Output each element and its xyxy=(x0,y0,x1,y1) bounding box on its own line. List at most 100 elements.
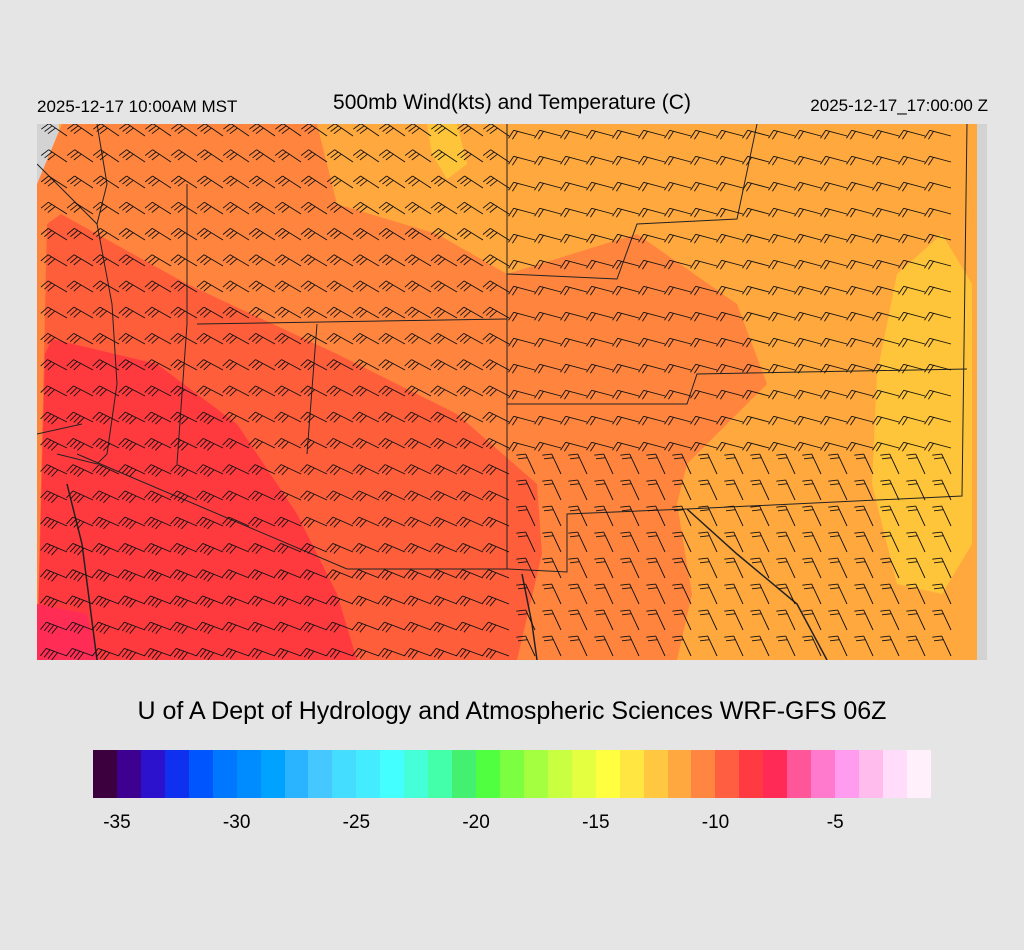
wind-barb xyxy=(872,155,900,166)
wind-barb xyxy=(560,389,588,400)
wind-barb xyxy=(196,516,224,530)
wind-barb xyxy=(248,254,276,267)
wind-barb xyxy=(620,453,640,475)
wind-barb xyxy=(352,542,380,554)
wind-barb xyxy=(534,285,562,296)
wind-barb xyxy=(906,505,926,527)
wind-barb xyxy=(742,389,770,400)
colorbar-swatch xyxy=(116,750,141,798)
wind-barb xyxy=(716,415,744,426)
wind-barb xyxy=(594,609,614,631)
wind-barb xyxy=(482,595,510,607)
wind-barb xyxy=(248,621,276,633)
wind-barb xyxy=(898,259,926,270)
wind-barb xyxy=(568,583,588,605)
wind-barb xyxy=(404,621,432,633)
wind-barb xyxy=(144,464,172,477)
wind-barb xyxy=(846,285,874,296)
wind-barb xyxy=(768,363,796,374)
wind-barb xyxy=(794,415,822,426)
wind-barb xyxy=(92,437,120,451)
wind-barb xyxy=(906,635,926,657)
wind-barb xyxy=(742,285,770,296)
wind-barb xyxy=(898,233,926,244)
wind-barb xyxy=(612,259,640,270)
wind-barb xyxy=(794,337,822,348)
wind-barb xyxy=(854,531,874,553)
wind-barb xyxy=(248,516,276,528)
wind-barb xyxy=(594,635,614,657)
wind-barb xyxy=(534,155,562,166)
wind-barb xyxy=(776,531,796,553)
wind-barb xyxy=(40,516,68,530)
wind-barb xyxy=(768,181,796,192)
wind-barb xyxy=(378,385,406,397)
colorbar-swatch xyxy=(906,750,931,798)
wind-barb xyxy=(690,415,718,426)
temp-region-red xyxy=(37,339,357,660)
wind-barb xyxy=(898,285,926,296)
wind-barb xyxy=(872,233,900,244)
wind-barb xyxy=(898,363,926,374)
wind-barb xyxy=(40,385,68,397)
wind-barb xyxy=(248,569,276,581)
wind-barb xyxy=(378,569,406,581)
wind-barb xyxy=(144,228,172,241)
wind-barb xyxy=(802,635,822,657)
wind-barb xyxy=(326,149,354,163)
wind-barb xyxy=(430,385,458,397)
wind-barb xyxy=(638,415,666,426)
wind-barb xyxy=(274,149,302,163)
wind-barb xyxy=(170,175,198,189)
wind-barb xyxy=(612,233,640,244)
wind-barb xyxy=(542,557,562,579)
wind-barb xyxy=(716,441,744,452)
wind-barb xyxy=(898,181,926,192)
wind-barb xyxy=(378,490,406,502)
wind-barb xyxy=(223,124,250,137)
wind-barb xyxy=(716,311,744,322)
wind-barb xyxy=(144,280,172,293)
wind-barb xyxy=(430,175,458,189)
wind-barb xyxy=(828,609,848,631)
wind-barb xyxy=(560,441,588,452)
wind-barb xyxy=(586,441,614,452)
wind-barb xyxy=(300,149,328,163)
wind-barb xyxy=(768,389,796,400)
wind-barb xyxy=(854,453,874,475)
border-line xyxy=(76,124,508,570)
wind-barb xyxy=(672,505,692,527)
wind-barb xyxy=(170,621,198,634)
wind-barb xyxy=(248,280,276,293)
wind-barb xyxy=(170,228,198,241)
wind-barb xyxy=(690,389,718,400)
wind-barb xyxy=(672,453,692,475)
wind-barb xyxy=(300,254,328,267)
wind-barb xyxy=(378,542,406,554)
wind-barb xyxy=(326,595,354,607)
wind-barb xyxy=(300,516,328,528)
wind-barb xyxy=(742,441,770,452)
wind-barb xyxy=(326,306,354,319)
wind-barb xyxy=(594,505,614,527)
wind-barb xyxy=(672,531,692,553)
wind-barb xyxy=(456,385,484,397)
colorbar-swatch xyxy=(787,750,812,798)
wind-barb xyxy=(568,609,588,631)
wind-barb xyxy=(924,363,952,374)
wind-barb xyxy=(646,635,666,657)
wind-barb xyxy=(144,149,172,163)
wind-barb xyxy=(664,337,692,348)
wind-barb xyxy=(196,542,224,556)
wind-barb xyxy=(274,542,302,554)
wind-barb xyxy=(560,363,588,374)
temperature-colorbar xyxy=(93,750,931,798)
wind-barb xyxy=(846,233,874,244)
wind-barb xyxy=(776,479,796,501)
wind-barb xyxy=(144,595,172,608)
wind-barb xyxy=(352,621,380,633)
border-line xyxy=(37,423,83,435)
wind-barb xyxy=(508,415,536,426)
wind-barb xyxy=(638,181,666,192)
wind-barb xyxy=(196,464,224,477)
